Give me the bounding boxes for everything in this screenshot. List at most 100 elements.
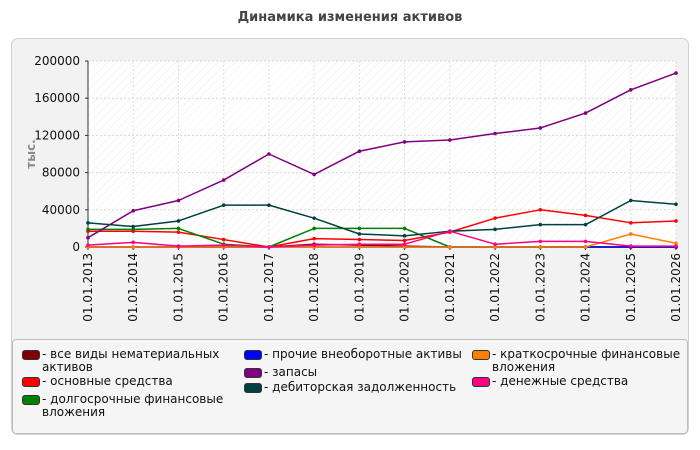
legend-label: - дебиторская задолженность (264, 380, 457, 394)
x-tick-label: 01.01.2015 (171, 253, 185, 322)
x-tick-label: 01.01.2023 (533, 253, 547, 322)
data-point (583, 213, 588, 218)
data-point (538, 126, 543, 130)
data-point (131, 208, 136, 213)
data-point (402, 238, 407, 243)
data-point (357, 237, 362, 242)
data-point (357, 245, 362, 249)
legend-label: - долгосрочные финансовые вложения (42, 392, 228, 419)
data-point (538, 208, 543, 212)
x-tick-label: 01.01.2019 (352, 253, 366, 322)
data-point (538, 239, 543, 244)
data-point (674, 219, 678, 223)
x-tick-label: 01.01.2025 (624, 253, 638, 322)
x-tick-label: 01.01.2018 (307, 253, 321, 322)
data-point (267, 152, 271, 156)
chart-title: Динамика изменения активов (237, 10, 463, 25)
data-point (628, 244, 633, 248)
data-point (221, 243, 226, 247)
data-point (357, 149, 362, 154)
legend-label: - краткосрочные финансовые вложения (492, 347, 681, 374)
legend-swatch (22, 377, 40, 387)
data-point (176, 230, 181, 234)
x-tick-label: 01.01.2016 (217, 253, 231, 322)
data-point (628, 232, 633, 236)
data-point (493, 216, 497, 220)
x-tick-label: 01.01.2022 (488, 253, 502, 322)
legend-swatch (22, 395, 40, 405)
legend-swatch (472, 350, 490, 360)
data-point (312, 236, 316, 241)
legend-box (12, 339, 688, 434)
data-point (312, 243, 316, 247)
data-point (583, 111, 588, 115)
data-point (357, 226, 362, 231)
chart-plot: 0 40000 80000 120000 160000 200000 тыс. 01.01.2… (24, 54, 683, 322)
data-point (493, 245, 497, 249)
x-tick-label: 01.01.2013 (81, 253, 95, 322)
data-point (86, 243, 90, 247)
data-point (402, 242, 407, 247)
data-point (267, 245, 271, 249)
plot-hatch (88, 61, 676, 247)
y-tick-label: 120000 (34, 128, 80, 142)
data-point (402, 226, 407, 231)
data-point (448, 229, 452, 233)
data-point (131, 224, 136, 229)
data-point (176, 219, 181, 223)
series-line-7 (87, 230, 676, 248)
x-tick-label: 01.01.2024 (579, 253, 593, 322)
data-point (448, 138, 452, 142)
data-point (312, 172, 316, 177)
data-point (493, 242, 497, 247)
y-tick-label: 160000 (34, 91, 80, 105)
legend-swatch (22, 350, 40, 360)
data-point (221, 237, 226, 242)
y-tick-label: 80000 (42, 166, 80, 180)
legend-swatch (244, 368, 262, 378)
x-tick-label: 01.01.2014 (126, 253, 140, 322)
legend-swatch (472, 377, 490, 387)
data-point (448, 245, 452, 249)
data-point (221, 203, 226, 207)
x-tick-label: 01.01.2021 (443, 253, 457, 322)
data-point (674, 71, 678, 75)
legend-label: - прочие внеоборотные активы (264, 347, 462, 361)
data-point (86, 227, 90, 232)
x-tick-label: 01.01.2017 (262, 253, 276, 322)
data-point (628, 221, 633, 225)
data-point (583, 245, 588, 249)
data-point (357, 232, 362, 236)
y-tick-label: 0 (72, 240, 80, 254)
data-point (402, 234, 407, 238)
x-tick-label: 01.01.2026 (669, 253, 683, 322)
data-point (628, 198, 633, 203)
data-point (628, 88, 633, 92)
legend-swatch (244, 383, 262, 393)
data-point (176, 198, 181, 203)
data-point (131, 240, 136, 245)
series-line-6 (88, 233, 677, 248)
data-point (674, 241, 678, 246)
legend-label: - все виды нематериальных активов (42, 347, 224, 374)
data-point (674, 202, 678, 207)
data-point (131, 245, 136, 249)
legend-swatch (244, 350, 262, 360)
data-point (538, 245, 543, 249)
data-point (312, 216, 316, 220)
data-point (357, 242, 362, 247)
data-point (493, 227, 497, 232)
data-point (674, 244, 678, 248)
data-point (402, 140, 407, 144)
data-point (131, 227, 136, 232)
data-point (538, 222, 543, 227)
data-point (402, 245, 407, 249)
data-point (312, 226, 316, 231)
x-tick-label: 01.01.2020 (398, 253, 412, 322)
data-point (267, 203, 271, 207)
y-axis-label: тыс. (24, 139, 38, 168)
legend: - все виды нематериальных активов - основ… (12, 339, 689, 434)
y-tick-label: 40000 (42, 203, 80, 217)
series-line-1 (88, 209, 677, 248)
y-tick-label: 200000 (34, 54, 80, 68)
